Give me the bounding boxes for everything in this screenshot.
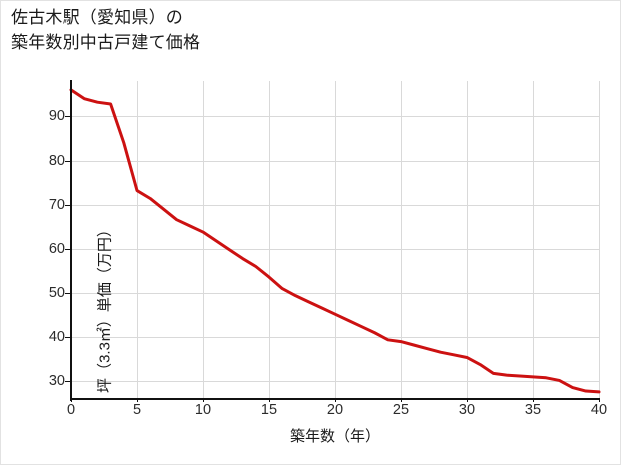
y-axis-tick-mark [65,248,70,250]
y-axis-tick-label: 30 [48,373,65,390]
chart-title-line-2: 築年数別中古戸建て価格 [11,32,201,52]
gridline-vertical [533,81,534,399]
x-axis-tick-mark [533,398,534,402]
x-axis-tick-label: 30 [458,402,476,418]
y-axis-tick-label: 80 [48,152,65,169]
chart-title: 佐古木駅（愛知県）の 築年数別中古戸建て価格 [11,6,611,55]
x-axis-title: 築年数（年） [289,428,380,445]
gridline-vertical [467,81,468,399]
chart-title-line-1: 佐古木駅（愛知県）の [11,8,183,27]
y-axis-tick-label: 60 [48,240,65,257]
y-axis-tick-label: 50 [48,285,65,301]
y-axis-tick-label: 70 [48,196,65,213]
y-axis-tick-labels: 30 40 50 60 70 80 90 [21,81,70,399]
y-axis-line [70,80,72,401]
x-axis-tick-mark [599,398,600,402]
x-axis-tick-label: 35 [524,402,542,418]
x-axis-tick-mark [335,398,336,402]
x-axis-tick-label: 20 [326,402,344,418]
x-axis-tick-mark [269,398,270,402]
gridline-vertical [269,81,270,399]
y-axis-tick-label: 40 [48,329,65,346]
x-axis-tick-label: 0 [66,402,76,418]
y-axis-tick-mark [65,381,70,383]
gridline-vertical [335,81,336,399]
price-line-series [69,88,601,394]
x-axis-tick-label: 5 [132,402,142,418]
gridline-vertical [599,81,600,399]
x-axis-tick-label: 15 [260,402,278,418]
gridline-vertical [401,81,402,399]
price-line-path [69,88,601,394]
x-axis-tick-mark [203,398,204,402]
y-axis-tick-label: 90 [48,108,65,125]
plot-area: 坪（3.3㎡）単価（万円） [69,81,601,399]
gridline-vertical [203,81,204,399]
x-axis-tick-label: 10 [194,402,212,418]
x-axis-tick-label: 25 [392,402,410,418]
y-axis-tick-mark [65,293,70,294]
x-axis-tick-mark [401,398,402,402]
y-axis-tick-mark [65,160,70,162]
x-axis-tick-mark [137,398,138,402]
x-axis-tick-mark [71,398,72,402]
x-axis-tick-labels: 0 5 10 15 20 25 30 35 40 [67,398,607,426]
x-axis-tick-label: 40 [590,402,608,418]
y-axis-tick-mark [65,204,70,206]
x-axis-tick-mark [467,398,468,402]
gridline-vertical [137,81,138,399]
y-axis-tick-mark [65,337,70,339]
y-axis-tick-mark [65,116,70,118]
